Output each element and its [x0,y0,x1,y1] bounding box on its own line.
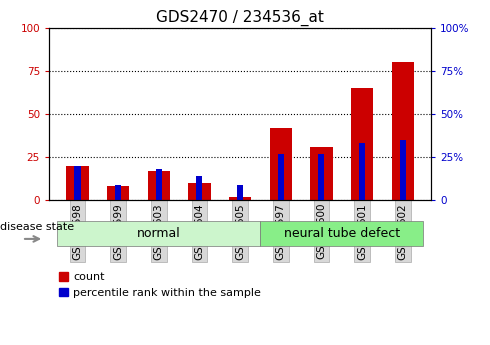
Bar [66,166,89,200]
Bar [237,185,243,200]
Bar [74,166,80,200]
Text: normal: normal [137,227,181,240]
Bar [351,88,373,200]
Bar [400,140,406,200]
FancyBboxPatch shape [57,221,260,246]
Bar [229,197,251,200]
FancyBboxPatch shape [260,221,423,246]
Bar [115,185,121,200]
Bar [270,128,292,200]
Legend: count, percentile rank within the sample: count, percentile rank within the sample [54,268,266,303]
Bar [107,186,129,200]
Bar [147,171,170,200]
Text: neural tube defect: neural tube defect [284,227,400,240]
Bar [278,154,284,200]
Text: disease state: disease state [0,222,74,232]
Title: GDS2470 / 234536_at: GDS2470 / 234536_at [156,10,324,26]
Bar [392,62,414,200]
Bar [359,143,365,200]
Bar [156,169,162,200]
Bar [310,147,333,200]
Bar [188,183,211,200]
Bar [196,176,202,200]
Bar [318,154,324,200]
